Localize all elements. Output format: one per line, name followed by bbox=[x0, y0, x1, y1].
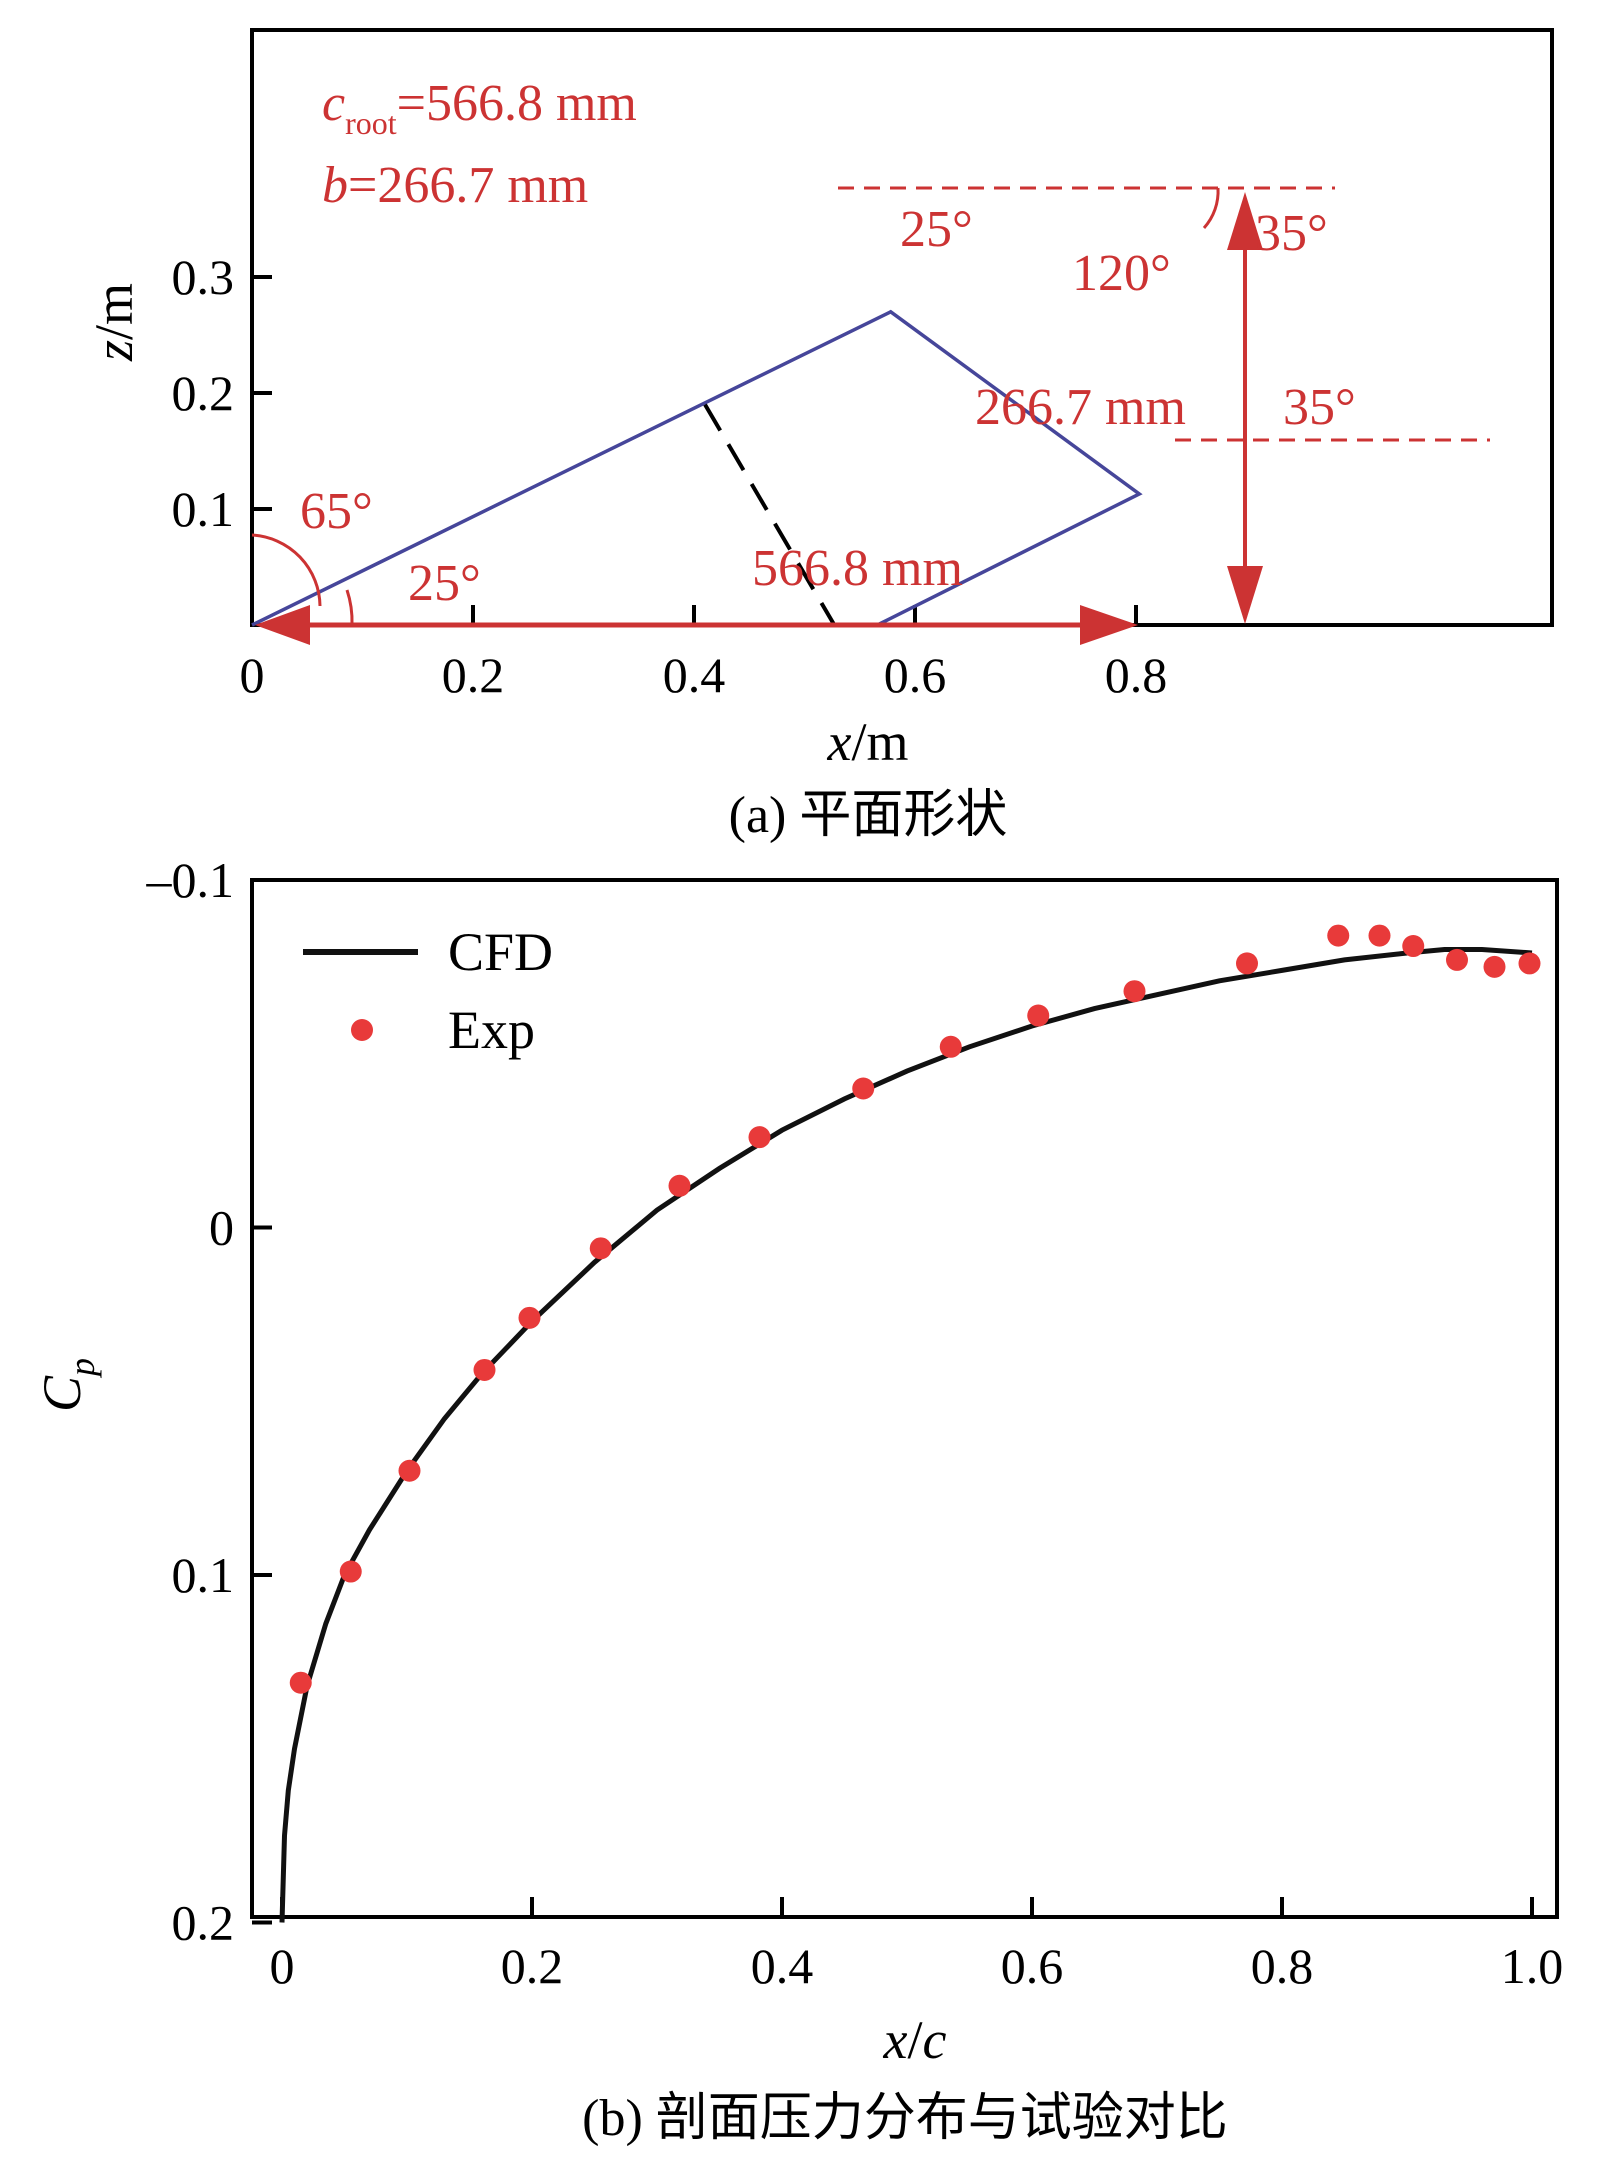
wing-parameters: croot=566.8 mm b=266.7 mm bbox=[322, 75, 637, 214]
chord-dimension-label: 566.8 mm bbox=[752, 540, 963, 597]
exp-data-point bbox=[1123, 980, 1146, 1003]
span-dimension-label: 266.7 mm bbox=[975, 379, 1186, 436]
exp-data-point bbox=[589, 1237, 612, 1260]
svg-text:x/m: x/m bbox=[827, 712, 909, 772]
planform-x-tick-label: 0.4 bbox=[663, 647, 726, 703]
pressure-y-tick-label: 0.2 bbox=[172, 1895, 235, 1951]
angle-label-35-tip: 35° bbox=[1255, 205, 1328, 262]
svg-text:Cp: Cp bbox=[32, 1358, 102, 1412]
pressure-x-tick-label: 0.8 bbox=[1251, 1938, 1314, 1994]
exp-data-point bbox=[748, 1126, 771, 1149]
z-axis-unit: /m bbox=[84, 283, 144, 340]
pressure-ticks: 0 0.2 0.4 0.6 0.8 1.0 –0.1 0 0.1 0.2 bbox=[146, 852, 1564, 1994]
planform-x-tick-label: 0.6 bbox=[884, 647, 947, 703]
planform-ticks: 0 0.2 0.4 0.6 0.8 0.1 0.2 0.3 bbox=[172, 249, 1168, 703]
planform-x-tick-label: 0.8 bbox=[1105, 647, 1168, 703]
x-axis-variable: x bbox=[827, 712, 852, 772]
planform-x-axis-label: x/m bbox=[827, 712, 909, 772]
span-symbol: b bbox=[322, 157, 348, 214]
exp-data-point bbox=[1327, 924, 1350, 947]
exp-data-point bbox=[1446, 948, 1468, 971]
planform-x-tick-label: 0.2 bbox=[442, 647, 505, 703]
exp-data-point bbox=[289, 1671, 312, 1694]
root-chord-subscript: root bbox=[345, 105, 397, 141]
pressure-x-tick-label: 1.0 bbox=[1501, 1938, 1564, 1994]
exp-data-point bbox=[473, 1358, 496, 1381]
pressure-x-tick-label: 0.4 bbox=[751, 1938, 814, 1994]
pressure-y-tick-label: –0.1 bbox=[146, 852, 235, 908]
angle-arc-65 bbox=[251, 533, 322, 607]
chord-arrowhead-left bbox=[255, 605, 310, 645]
planform-y-tick-label: 0.3 bbox=[172, 249, 235, 305]
angle-label-25-root: 25° bbox=[408, 555, 481, 612]
x-axis-unit: /m bbox=[851, 712, 908, 772]
exp-data-point bbox=[339, 1560, 362, 1583]
exp-data-point bbox=[1402, 935, 1425, 958]
exp-data-point bbox=[518, 1306, 541, 1329]
pressure-y-axis-label: Cp bbox=[32, 1358, 102, 1412]
planform-y-tick-label: 0.2 bbox=[172, 365, 235, 421]
angle-label-25-leading-edge: 25° bbox=[900, 201, 973, 258]
x-axis-denominator: c bbox=[923, 2010, 947, 2070]
planform-caption: (a) 平面形状 bbox=[729, 787, 1008, 844]
angle-arc-25-root bbox=[345, 589, 354, 626]
root-chord-symbol: c bbox=[322, 75, 345, 132]
wing-outline bbox=[251, 309, 1143, 627]
planform-annotation-geometry bbox=[251, 186, 1490, 628]
legend: CFD Exp bbox=[303, 922, 553, 1060]
planform-y-axis-label: z/m bbox=[84, 283, 144, 362]
exp-data-point bbox=[1027, 1004, 1050, 1027]
svg-text:croot=566.8 mm: croot=566.8 mm bbox=[322, 75, 637, 141]
planform-x-tick-label: 0 bbox=[240, 647, 265, 703]
pressure-y-tick-label: 0 bbox=[209, 1200, 234, 1256]
x-axis-separator: / bbox=[907, 2010, 922, 2070]
pressure-plot-frame bbox=[250, 878, 1559, 1919]
planform-panel: 0 0.2 0.4 0.6 0.8 0.1 0.2 0.3 x/m z/m (a) 平面形状 bbox=[84, 28, 1554, 844]
pressure-caption: (b) 剖面压力分布与试验对比 bbox=[582, 2090, 1228, 2147]
angle-label-65: 65° bbox=[300, 483, 373, 540]
x-axis-numerator: x bbox=[883, 2010, 908, 2070]
pressure-x-tick-label: 0.6 bbox=[1001, 1938, 1064, 1994]
svg-text:x/c: x/c bbox=[883, 2010, 947, 2070]
exp-data-point bbox=[668, 1174, 691, 1197]
span-arrowhead-top bbox=[1227, 192, 1263, 250]
pressure-x-tick-label: 0.2 bbox=[501, 1938, 564, 1994]
pressure-distribution-panel: 0 0.2 0.4 0.6 0.8 1.0 –0.1 0 0.1 0.2 x/c Cp (b) 剖… bbox=[32, 852, 1563, 2147]
svg-text:z/m: z/m bbox=[84, 283, 144, 362]
cp-symbol: C bbox=[32, 1375, 92, 1412]
svg-text:b=266.7 mm: b=266.7 mm bbox=[322, 157, 588, 214]
section-cut-line bbox=[703, 403, 837, 627]
exp-data-point bbox=[1236, 952, 1258, 975]
exp-data-point bbox=[1483, 955, 1506, 978]
chord-arrowhead-right bbox=[1080, 605, 1138, 645]
exp-data-point bbox=[1518, 952, 1541, 975]
angle-label-35-trailing: 35° bbox=[1283, 379, 1356, 436]
exp-series-markers bbox=[289, 924, 1541, 1694]
angle-arc-35-tip bbox=[1202, 187, 1220, 230]
span-arrowhead-bottom bbox=[1227, 566, 1263, 624]
cfd-series-line bbox=[279, 947, 1533, 1923]
exp-data-point bbox=[1368, 924, 1391, 947]
pressure-x-axis-label: x/c bbox=[883, 2010, 947, 2070]
legend-exp-swatch bbox=[351, 1019, 373, 1041]
legend-exp-label: Exp bbox=[448, 1000, 535, 1060]
pressure-x-tick-label: 0 bbox=[270, 1938, 295, 1994]
cp-subscript: p bbox=[62, 1358, 102, 1379]
pressure-plot-area bbox=[279, 924, 1541, 1923]
exp-data-point bbox=[398, 1459, 421, 1482]
exp-data-point bbox=[939, 1035, 962, 1058]
root-chord-value: =566.8 mm bbox=[397, 75, 637, 132]
planform-y-tick-label: 0.1 bbox=[172, 481, 235, 537]
planform-geometry bbox=[251, 309, 1143, 627]
exp-data-point bbox=[852, 1077, 875, 1100]
angle-label-120: 120° bbox=[1072, 245, 1171, 302]
planform-arrowheads bbox=[255, 192, 1263, 645]
span-value: =266.7 mm bbox=[348, 157, 588, 214]
pressure-y-tick-label: 0.1 bbox=[172, 1547, 235, 1603]
legend-cfd-label: CFD bbox=[448, 922, 553, 982]
z-axis-variable: z bbox=[84, 340, 144, 362]
